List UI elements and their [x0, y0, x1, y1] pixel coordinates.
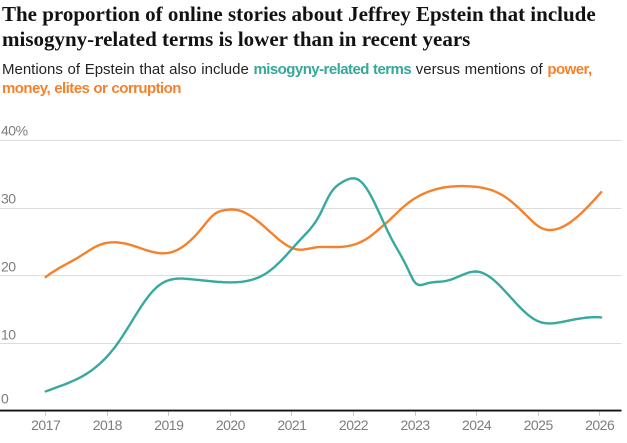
- svg-text:30: 30: [1, 191, 16, 207]
- svg-text:20: 20: [1, 259, 16, 275]
- svg-text:0: 0: [1, 391, 9, 407]
- svg-text:10: 10: [1, 327, 16, 343]
- svg-text:2026: 2026: [585, 417, 615, 433]
- svg-text:2022: 2022: [339, 417, 369, 433]
- svg-text:2023: 2023: [401, 417, 431, 433]
- svg-text:2020: 2020: [216, 417, 246, 433]
- svg-text:2017: 2017: [31, 417, 61, 433]
- svg-text:2021: 2021: [277, 417, 307, 433]
- svg-text:2018: 2018: [93, 417, 123, 433]
- svg-text:2019: 2019: [154, 417, 184, 433]
- svg-text:40%: 40%: [1, 122, 28, 138]
- svg-text:2025: 2025: [524, 417, 554, 433]
- svg-text:2024: 2024: [462, 417, 492, 433]
